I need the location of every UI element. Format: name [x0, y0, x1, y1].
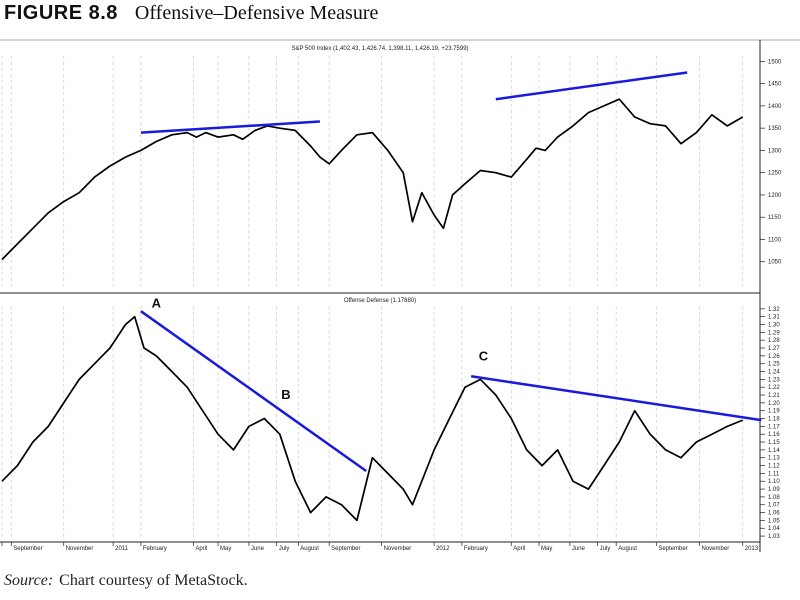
- source-note: Source: Chart courtesy of MetaStock.: [4, 572, 248, 590]
- x-tick-label: June: [572, 546, 586, 552]
- top-panel: S&P 500 Index (1,402.43, 1,426.74, 1,398…: [1, 46, 782, 266]
- y-tick-label: 1.09: [768, 487, 780, 493]
- trendline: [140, 120, 320, 134]
- x-tick-label: April: [513, 546, 525, 552]
- y-tick-label: 1.30: [768, 323, 780, 329]
- y-tick-label: 1.23: [768, 377, 780, 383]
- y-tick-label: 1.28: [768, 338, 780, 344]
- x-tick-label: 2013: [745, 546, 759, 552]
- x-tick-label: May: [541, 546, 552, 552]
- top-panel-title: S&P 500 Index (1,402.43, 1,426.74, 1,398…: [291, 46, 468, 52]
- y-tick-label: 1.24: [768, 370, 780, 376]
- y-tick-label: 1.26: [768, 354, 780, 360]
- y-tick-label: 1.32: [768, 307, 780, 313]
- y-tick-label: 1.19: [768, 409, 780, 415]
- y-tick-label: 1.08: [768, 495, 780, 501]
- y-tick-label: 1350: [768, 126, 782, 132]
- y-tick-label: 1.04: [768, 526, 780, 532]
- x-tick-label: June: [251, 546, 265, 552]
- x-tick-label: November: [702, 546, 730, 552]
- y-tick-label: 1.11: [768, 471, 780, 477]
- top-y-axis: 1050 1100 1150 1200 1250 1300 1350 1400 1450 1500: [760, 59, 782, 266]
- y-tick-label: 1.15: [768, 440, 780, 446]
- offense-defense-line: [1, 315, 744, 522]
- x-tick-label: May: [220, 546, 231, 552]
- x-tick-label: August: [300, 546, 319, 552]
- y-tick-label: 1.12: [768, 464, 780, 470]
- x-tick-label: August: [618, 546, 637, 552]
- trendline: [495, 71, 688, 101]
- y-tick-label: 1400: [768, 104, 782, 110]
- sp500-price-line: [1, 98, 744, 261]
- y-tick-label: 1.29: [768, 330, 780, 336]
- y-tick-label: 1.27: [768, 346, 780, 352]
- y-tick-label: 1.10: [768, 479, 780, 485]
- y-tick-label: 1200: [768, 193, 782, 199]
- x-tick-label: November: [66, 546, 94, 552]
- y-tick-label: 1500: [768, 59, 782, 65]
- x-tick-label: September: [13, 546, 42, 552]
- x-tick-label: November: [384, 546, 412, 552]
- bottom-y-axis: 1.03 1.04 1.051.06 1.07 1.08 1.09 1.10 1.111.12…: [760, 307, 780, 540]
- source-label: Source:: [4, 572, 54, 589]
- point-label: C: [479, 349, 489, 364]
- x-tick-label: 2011: [115, 546, 129, 552]
- figure-title: Offensive–Defensive Measure: [134, 2, 379, 24]
- y-tick-label: 1450: [768, 82, 782, 88]
- y-tick-label: 1.20: [768, 401, 780, 407]
- x-tick-label: July: [600, 546, 611, 552]
- x-tick-label: September: [658, 546, 687, 552]
- y-tick-label: 1.25: [768, 362, 780, 368]
- y-tick-label: 1100: [768, 237, 782, 243]
- y-tick-label: 1.07: [768, 503, 780, 509]
- y-tick-label: 1.18: [768, 417, 780, 423]
- x-tick-label: February: [464, 546, 488, 552]
- bottom-panel: Offense Defense (1.17880) 1.031.041.051.…: [1, 295, 780, 540]
- figure-header: FIGURE 8.8 Offensive–Defensive Measure: [4, 2, 378, 25]
- source-text: Chart courtesy of MetaStock.: [59, 572, 248, 589]
- x-tick-label: 2012: [436, 546, 450, 552]
- point-label: A: [152, 295, 162, 310]
- x-tick-label: September: [331, 546, 360, 552]
- y-tick-label: 1300: [768, 148, 782, 154]
- point-label: B: [281, 387, 290, 402]
- y-tick-label: 1.21: [768, 393, 780, 399]
- x-tick-label: April: [195, 546, 207, 552]
- y-tick-label: 1.31: [768, 315, 780, 321]
- x-axis: September November 2011 February April May Jun…: [1, 542, 759, 552]
- bottom-trendlines: [140, 310, 762, 473]
- grid-layer: [1, 56, 744, 540]
- figure-label: FIGURE 8.8: [4, 2, 118, 24]
- y-tick-label: 1.13: [768, 456, 780, 462]
- y-tick-label: 1.22: [768, 385, 780, 391]
- y-tick-label: 1250: [768, 171, 782, 177]
- y-tick-label: 1050: [768, 260, 782, 266]
- y-tick-label: 1.06: [768, 511, 780, 517]
- bottom-annotations: A B C: [152, 295, 489, 402]
- y-tick-label: 1.16: [768, 432, 780, 438]
- x-tick-label: July: [279, 546, 290, 552]
- trendline: [140, 310, 367, 473]
- bottom-panel-title: Offense Defense (1.17880): [344, 298, 416, 304]
- trendline: [470, 374, 762, 422]
- y-tick-label: 1150: [768, 215, 782, 221]
- y-tick-label: 1.17: [768, 424, 780, 430]
- y-tick-label: 1.05: [768, 518, 780, 524]
- top-trendlines: [140, 71, 688, 134]
- y-tick-label: 1.14: [768, 448, 780, 454]
- x-tick-label: February: [143, 546, 167, 552]
- y-tick-label: 1.03: [768, 534, 780, 540]
